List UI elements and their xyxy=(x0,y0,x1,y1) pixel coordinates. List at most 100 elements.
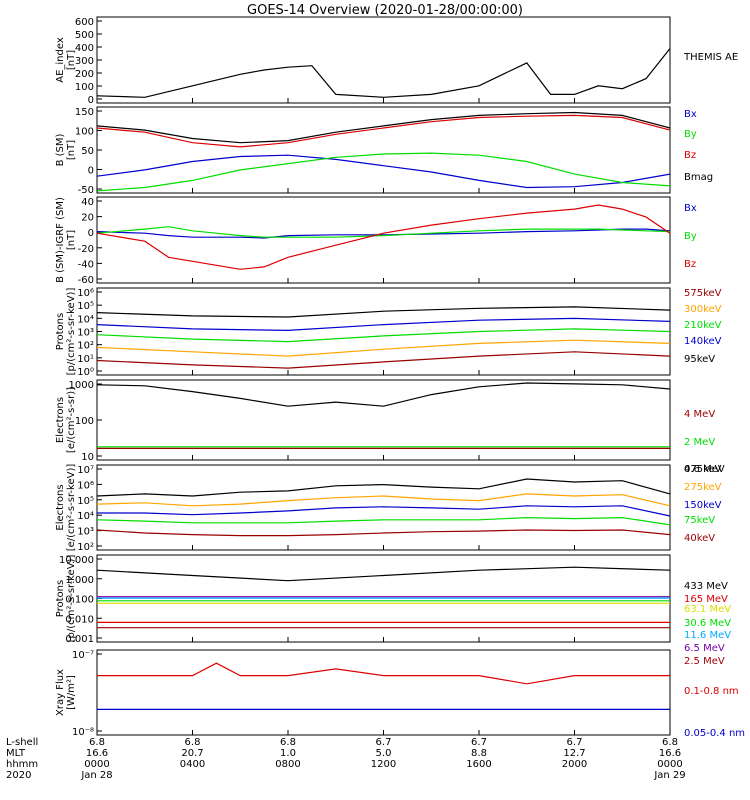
legend-label: 165 MeV xyxy=(684,594,728,605)
time-axis-row-label: MLT xyxy=(6,748,26,759)
panel-5: 10⁷ 10⁶ 10⁵ 10⁴ 10³ 10² Electrons [e/(cm²-s-sr-… xyxy=(55,464,722,553)
time-axis-value: 6.8 xyxy=(280,737,296,748)
y-tick-label: 0.100 xyxy=(65,595,94,606)
panel-7: 10⁻⁷ 10⁻⁸ Xray Flux [W/m²] 0.1-0.8 nm 0.05-0.… xyxy=(55,649,745,739)
y-tick-label: 400 xyxy=(75,43,94,54)
y-axis-label: B (SM)-IGRF (SM) xyxy=(55,197,66,283)
y-axis-label: [W/m²] xyxy=(66,675,77,710)
time-axis-value: 20.7 xyxy=(181,748,203,759)
legend-label: 30.6 MeV xyxy=(684,618,731,629)
series-line-210keV xyxy=(96,328,671,343)
series-line-THEMIS-AE xyxy=(96,48,671,98)
legend-label: By xyxy=(684,129,697,140)
panel-3: 10⁶ 10⁵ 10⁴ 10³ 10² 10¹ 10⁰ Protons [p/(cm²-s-sr… xyxy=(55,287,722,378)
y-tick-label: 1.000 xyxy=(65,575,94,586)
legend-label: 6.5 MeV xyxy=(684,643,725,654)
legend-label: 433 MeV xyxy=(684,581,728,592)
time-axis-value: 6.8 xyxy=(662,737,678,748)
time-axis-row-label: 2020 xyxy=(6,770,31,781)
panel-frame xyxy=(96,16,671,104)
y-tick-label: 0 xyxy=(88,95,94,106)
time-axis-value: 8.8 xyxy=(471,748,487,759)
series-line-75keV xyxy=(96,516,671,526)
time-axis-value: 12.7 xyxy=(563,748,585,759)
legend-label: 2 MeV xyxy=(684,437,715,448)
y-tick-label: 0 xyxy=(88,166,94,177)
y-tick-label: 10² xyxy=(77,341,94,352)
y-tick-label: 600 xyxy=(75,17,94,28)
series-line-Bz xyxy=(96,204,671,270)
series-line-By xyxy=(96,226,671,238)
y-tick-label: -40 xyxy=(78,259,94,270)
y-axis-label: [nT] xyxy=(66,230,77,250)
series-line-433-MeV xyxy=(96,566,671,582)
time-axis-value: 6.7 xyxy=(567,737,583,748)
legend-label: THEMIS AE xyxy=(683,52,738,63)
time-axis-value: 0800 xyxy=(275,759,300,770)
series-line-40keV xyxy=(96,529,671,537)
panel-1: 150 100 50 0 -50 B (SM) [nT] Bx By Bz Bmag xyxy=(55,106,713,196)
y-tick-label: 10⁰ xyxy=(77,367,94,378)
y-tick-label: 200 xyxy=(75,69,94,80)
series-line-300keV xyxy=(96,339,671,357)
time-axis-value: 6.7 xyxy=(376,737,392,748)
legend-label: 575keV xyxy=(684,288,722,299)
series-line-Bmag xyxy=(96,111,671,144)
panel-2: 40 20 0 -20 -40 -60 B (SM)-IGRF (SM) [nT] Bx By Bz xyxy=(55,196,697,286)
legend-label: 150keV xyxy=(684,500,722,511)
legend-label: 63.1 MeV xyxy=(684,604,731,615)
series-line-275keV xyxy=(96,493,671,507)
y-tick-label: 100 xyxy=(75,416,94,427)
y-axis-label: Electrons xyxy=(55,397,66,443)
legend-label: 11.6 MeV xyxy=(684,630,731,641)
panel-0: 600 500 400 300 200 100 0 AE_index [nT] THEMIS AE xyxy=(55,16,738,106)
legend-label: Bmag xyxy=(684,172,713,183)
legend-label: 0.1-0.8 nm xyxy=(684,686,739,697)
series-line-95keV xyxy=(96,306,671,318)
y-tick-label: 0 xyxy=(88,228,94,239)
y-tick-label: 10⁴ xyxy=(77,314,94,325)
time-axis-value: 6.8 xyxy=(185,737,201,748)
legend-label: 95keV xyxy=(684,354,715,365)
legend-label: 275keV xyxy=(684,482,722,493)
y-tick-label: 10¹ xyxy=(77,354,94,365)
panel-frame xyxy=(96,106,671,194)
time-axis-value: 2000 xyxy=(562,759,587,770)
time-axis-row-label: hhmm xyxy=(6,759,38,770)
time-axis-value: 6.7 xyxy=(471,737,487,748)
y-tick-label: 10² xyxy=(77,542,94,553)
y-axis-label: Protons xyxy=(55,580,66,617)
y-tick-label: 10⁷ xyxy=(77,465,94,476)
y-axis-label: [nT] xyxy=(66,140,77,160)
legend-label: 475keV xyxy=(684,464,722,475)
series-line-By xyxy=(96,152,671,192)
y-tick-label: 10⁻⁸ xyxy=(72,727,94,738)
y-tick-label: 100 xyxy=(75,127,94,138)
y-tick-label: 10³ xyxy=(77,527,94,538)
time-axis-row-label: L-shell xyxy=(6,737,38,748)
y-tick-label: 100 xyxy=(75,82,94,93)
y-tick-label: 10³ xyxy=(77,328,94,339)
y-tick-label: -20 xyxy=(78,244,94,255)
time-axis-value: 0000 xyxy=(84,759,109,770)
legend-label: 0.6 MeV xyxy=(684,464,725,475)
y-axis-label: AE_index xyxy=(55,37,66,83)
panel-6: 10.000 1.000 0.100 0.010 0.001 Protons [p/(cm²… xyxy=(55,554,731,667)
time-axis-value: 16.6 xyxy=(86,748,108,759)
legend-label: 40keV xyxy=(684,533,715,544)
y-tick-label: 0.010 xyxy=(65,614,94,625)
panel-frame xyxy=(96,649,671,736)
y-axis-label: [e/(cm²-s-sr-keV)] xyxy=(66,464,77,552)
time-axis-value: 0000 xyxy=(657,759,682,770)
y-tick-label: 10⁻⁷ xyxy=(72,650,94,661)
y-tick-label: 40 xyxy=(81,197,94,208)
series-line-150keV xyxy=(97,505,671,517)
legend-label: Bx xyxy=(684,109,697,120)
series-line-Bx xyxy=(96,154,671,189)
legend-label: 140keV xyxy=(684,336,722,347)
y-axis-label: [nT] xyxy=(66,50,77,70)
